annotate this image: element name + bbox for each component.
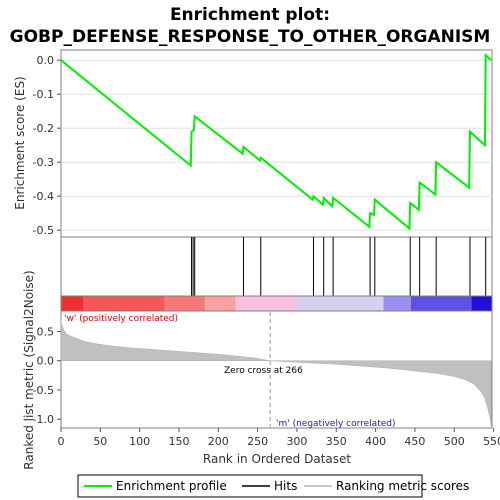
es-y-tick-label: -0.3	[33, 156, 54, 169]
x-axis-ticks: 0 50 100 150 200 250 300 350 400 450 500 550	[58, 428, 500, 448]
negative-correlation-label: 'm' (negatively correlated)	[276, 419, 395, 429]
color-bar-segment	[471, 296, 492, 311]
x-tick-label: 450	[404, 435, 425, 448]
x-tick-label: 500	[444, 435, 465, 448]
ranking-color-bar	[61, 296, 492, 311]
metric-y-tick-label: -0.5	[33, 384, 54, 397]
color-bar-segment	[235, 296, 297, 311]
chart-title-line1: Enrichment plot:	[170, 5, 330, 25]
x-tick-label: 350	[326, 435, 347, 448]
positive-correlation-label: 'w' (positively correlated)	[64, 314, 178, 324]
x-axis-label: Rank in Ordered Dataset	[203, 452, 351, 466]
legend-label-hits: Hits	[274, 479, 297, 493]
es-y-tick-label: -0.5	[33, 224, 54, 237]
es-y-tick-label: -0.1	[33, 88, 54, 101]
es-y-axis-label: Enrichment score (ES)	[13, 76, 27, 209]
x-tick-label: 150	[168, 435, 189, 448]
x-tick-label: 50	[93, 435, 107, 448]
metric-y-axis-label: Ranked list metric (Signal2Noise)	[22, 270, 36, 469]
color-bar-segment	[410, 296, 472, 311]
hits-panel-frame	[60, 236, 493, 297]
metric-y-tick-label: 0.0	[37, 355, 55, 368]
color-bar-segment	[296, 296, 384, 311]
chart-title-line2: GOBP_DEFENSE_RESPONSE_TO_OTHER_ORGANISM	[10, 27, 491, 47]
es-panel-frame	[60, 49, 493, 238]
metric-y-tick-label: -1.0	[33, 413, 54, 426]
zero-cross-annotation: Zero cross at 266	[224, 366, 303, 376]
color-bar-segment	[164, 296, 205, 311]
es-y-tick-label: -0.2	[33, 122, 54, 135]
x-tick-label: 400	[365, 435, 386, 448]
hits-marks	[191, 237, 487, 296]
x-tick-label: 250	[247, 435, 268, 448]
legend: Enrichment profile Hits Ranking metric s…	[77, 474, 469, 498]
metric-y-axis-ticks: 0.5 0.0 -0.5 -1.0	[33, 325, 61, 426]
enrichment-profile-line	[60, 52, 492, 231]
color-bar-segment	[83, 296, 165, 311]
legend-label-enrichment-profile: Enrichment profile	[116, 479, 227, 493]
es-y-tick-label: -0.4	[33, 190, 54, 203]
metric-y-tick-label: 0.5	[37, 325, 55, 338]
color-bar-segment	[61, 296, 84, 311]
es-y-axis-ticks: 0.0 -0.1 -0.2 -0.3 -0.4 -0.5	[33, 54, 61, 237]
legend-label-ranking-metric: Ranking metric scores	[336, 479, 469, 493]
es-y-tick-label: 0.0	[37, 54, 55, 67]
color-bar-segment	[383, 296, 411, 311]
x-tick-label: 200	[208, 435, 229, 448]
es-panel-gridlines	[61, 59, 492, 231]
x-tick-label: 300	[286, 435, 307, 448]
x-tick-label: 0	[58, 435, 65, 448]
x-tick-label: 100	[129, 435, 150, 448]
x-tick-label: 550	[483, 435, 500, 448]
ranking-metric-area	[60, 318, 492, 427]
color-bar-segment	[204, 296, 236, 311]
